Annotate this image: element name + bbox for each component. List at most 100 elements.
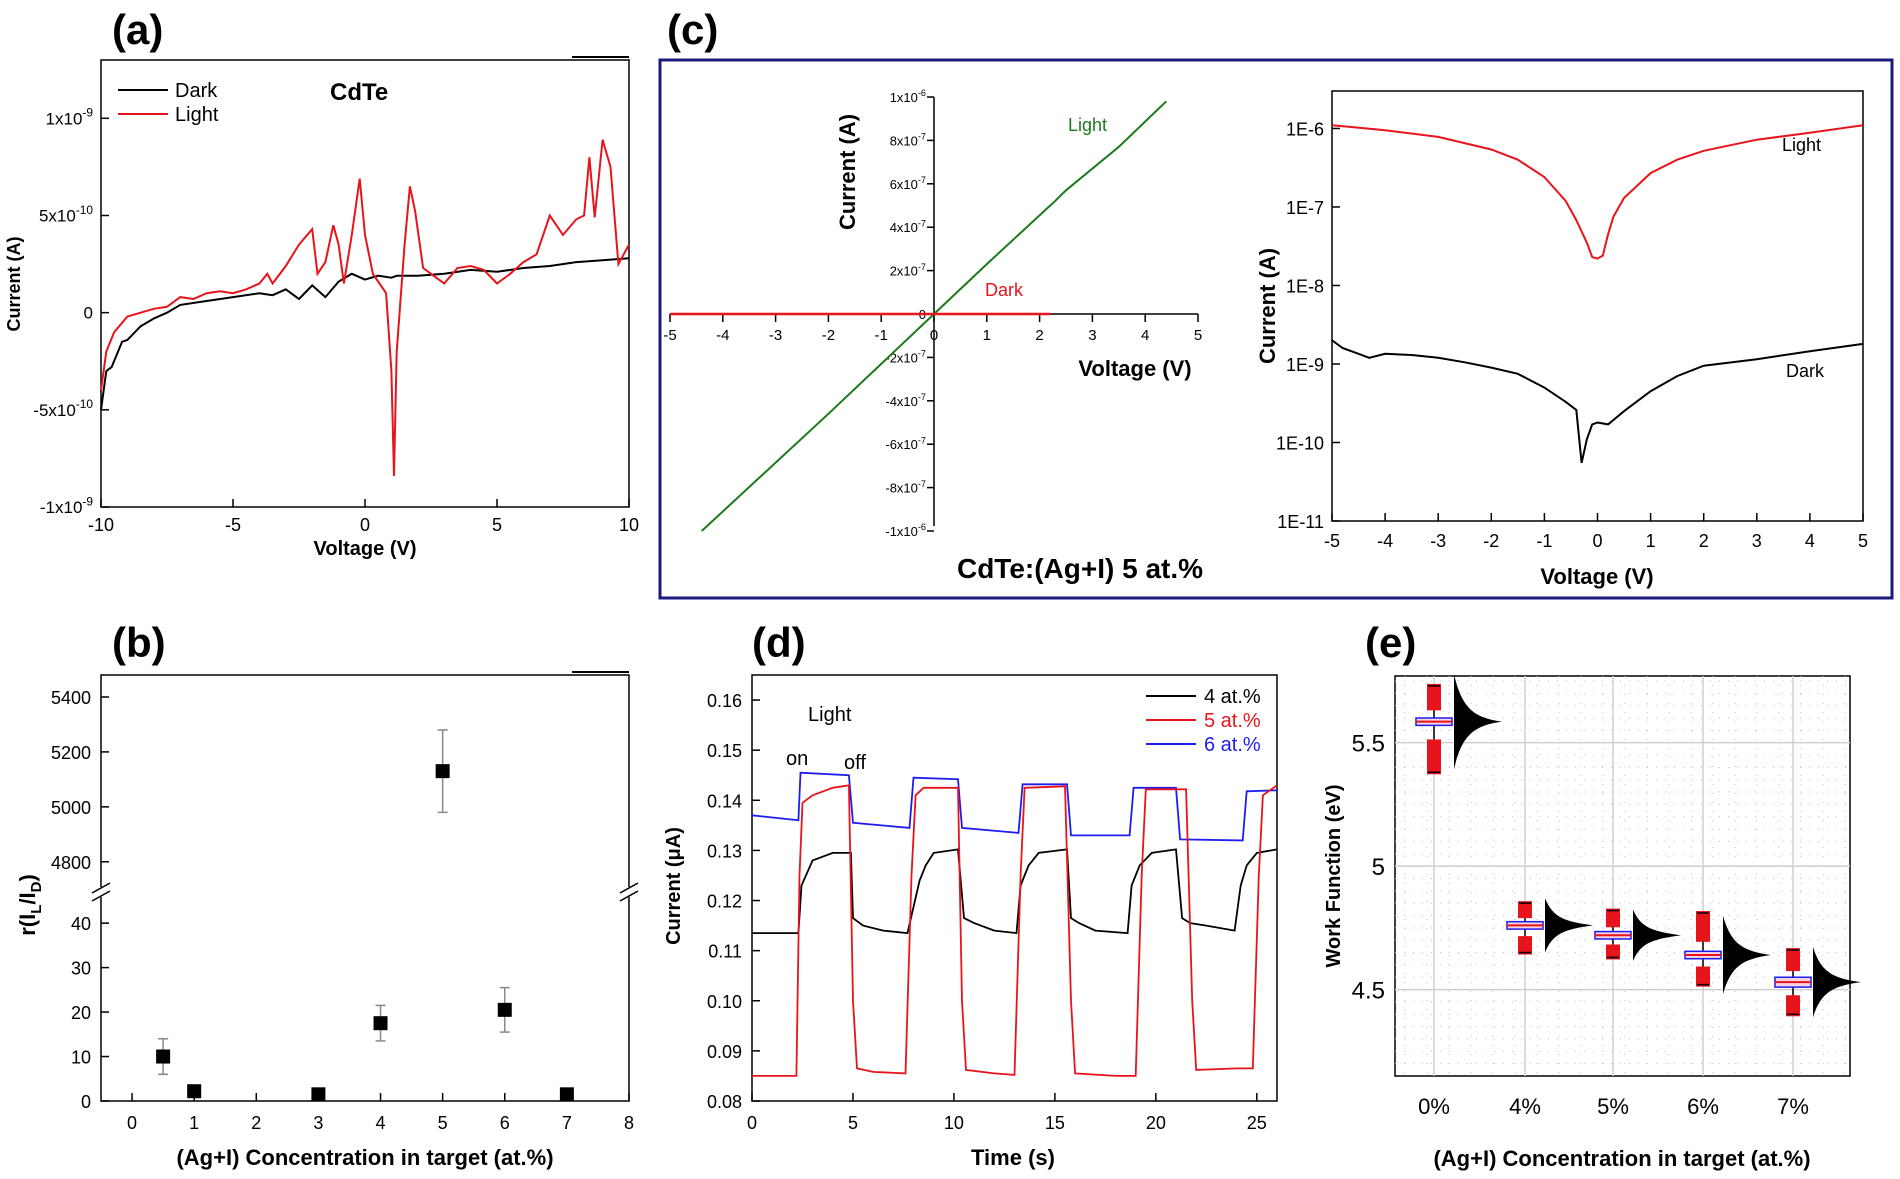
x-tick-label: 6 <box>500 1113 510 1133</box>
x-tick-label: 2 <box>1035 327 1043 344</box>
y-tick-label: -4x10-7 <box>885 392 926 409</box>
x-tick-label: -5 <box>225 515 241 535</box>
y-tick-label: 1E-8 <box>1286 276 1324 296</box>
panel-d-chart: 0 5 10 15 20 25 0.08 0.09 0.10 0.11 0.12 0.13 0.14 0.… <box>663 674 1278 1170</box>
x-tick-label: 6% <box>1687 1094 1719 1119</box>
y-tick-label-exp: -7 <box>918 349 926 359</box>
panel-b-break-mark-left-2 <box>91 890 111 902</box>
panel-e-letter: (e) <box>1365 619 1416 666</box>
box-distribution <box>1633 909 1681 962</box>
box-distribution <box>1545 898 1593 953</box>
y-tick-label: 1E-7 <box>1286 198 1324 218</box>
y-tick-label: 0.15 <box>707 741 742 761</box>
y-tick-label: 4.5 <box>1352 978 1385 1005</box>
box-outliers-top <box>1606 908 1620 928</box>
y-tick-label-exp: -7 <box>918 262 926 272</box>
panel-c-log-plot-frame <box>1331 90 1864 522</box>
panel-b-ylabel: r(IL/ID) <box>15 874 45 936</box>
y-tick-label: 30 <box>71 959 91 979</box>
panel-c-lin-xlabel: Voltage (V) <box>1078 356 1191 381</box>
y-tick-label-base: 8x10 <box>890 133 918 148</box>
y-tick-label-base: -1x10 <box>40 498 83 517</box>
box-outliers-top <box>1518 901 1532 919</box>
y-tick-label: -5x10-10 <box>33 397 93 420</box>
x-tick-label: 5 <box>848 1113 858 1133</box>
panel-b-xlabel: (Ag+I) Concentration in target (at.%) <box>176 1145 553 1170</box>
y-tick-label: 1E-10 <box>1276 433 1324 453</box>
box-outliers-bottom <box>1518 936 1532 955</box>
x-tick-label: 3 <box>1088 327 1096 344</box>
y-tick-label: 5000 <box>51 798 91 818</box>
y-tick-label: 0 <box>81 1092 91 1112</box>
panel-c-caption: CdTe:(Ag+I) 5 at.% <box>957 553 1203 584</box>
panel-a-title: CdTe <box>330 79 388 106</box>
x-tick-label: 15 <box>1045 1113 1065 1133</box>
y-tick-label: 6x10-7 <box>890 175 926 192</box>
y-tick-label-exp: -9 <box>82 106 93 120</box>
legend-5pct-label: 5 at.% <box>1204 710 1261 732</box>
x-tick-label: 0% <box>1418 1094 1450 1119</box>
y-tick-label: 2x10-7 <box>890 262 926 279</box>
y-tick-label: -8x10-7 <box>885 479 926 496</box>
y-tick-label-exp: -7 <box>918 175 926 185</box>
series-5pct-line <box>752 784 1278 1077</box>
y-tick-label-base: 1x10 <box>890 90 918 105</box>
legend-dark-label: Dark <box>175 80 218 102</box>
x-tick-label: 5 <box>1194 327 1202 344</box>
x-tick-label: 5 <box>1858 531 1868 551</box>
box-outliers-bottom <box>1786 995 1800 1017</box>
data-point <box>373 1016 388 1031</box>
panel-d-ylabel: Current (μA) <box>663 827 685 945</box>
panel-b-ylabel-sub1: L <box>28 905 45 914</box>
y-tick-label: 1x10-9 <box>46 106 94 129</box>
panel-d-legend: 4 at.% 5 at.% 6 at.% <box>1146 686 1261 756</box>
y-tick-label-exp: -10 <box>76 203 94 217</box>
y-tick-label-base: -1x10 <box>885 524 918 539</box>
panel-d-annot-on: on <box>786 748 808 770</box>
y-tick-label: 0.13 <box>707 841 742 861</box>
data-point <box>311 1087 326 1102</box>
y-tick-label-base: 2x10 <box>890 264 918 279</box>
panel-c-log-chart: -5 -4 -3 -2 -1 0 1 2 3 4 5 1E-6 1E-7 1E-8 1E-9 1E-10 1E-… <box>1255 90 1868 589</box>
x-tick-label: -4 <box>1377 531 1393 551</box>
y-tick-label: 0.09 <box>707 1042 742 1062</box>
panel-c-linear-chart: -5 -4 -3 -2 -1 0 1 2 3 4 51x10-68x10-76x10-74x10-7… <box>663 88 1203 584</box>
x-tick-label: 1 <box>983 327 991 344</box>
x-tick-label: 3 <box>1752 531 1762 551</box>
y-tick-label: 10 <box>71 1048 91 1068</box>
panel-b-chart: (Ag+I) Concentration in target (at.%) r(… <box>15 671 640 1170</box>
y-tick-label: 0.14 <box>707 791 742 811</box>
y-tick-label: 0 <box>84 304 93 323</box>
panel-b-ylabel-end: ) <box>15 874 40 881</box>
panel-a-chart: CdTe Voltage (V) Current (A) -10 -5 0 5 10 -1… <box>4 56 639 560</box>
panel-b-ylabel-mid: /I <box>15 892 40 904</box>
panel-a-legend: Dark Light <box>118 80 219 126</box>
y-tick-label: 1x10-6 <box>890 88 926 105</box>
log-series-dark-line <box>1331 339 1864 464</box>
box-outliers-top <box>1786 948 1800 972</box>
x-tick-label: 7 <box>562 1113 572 1133</box>
y-tick-label-base: -5x10 <box>33 401 76 420</box>
data-point <box>559 1087 574 1102</box>
y-tick-label-exp: -7 <box>918 218 926 228</box>
legend-6pct-label: 6 at.% <box>1204 734 1261 756</box>
y-tick-label: -1x10-9 <box>40 494 93 517</box>
x-tick-label: 5% <box>1597 1094 1629 1119</box>
y-tick-label: 5200 <box>51 743 91 763</box>
panel-b-break-gap <box>90 887 640 897</box>
y-tick-label-exp: -7 <box>918 132 926 142</box>
y-tick-label-base: 0 <box>84 304 93 323</box>
y-tick-label-base: 5x10 <box>39 206 76 225</box>
y-tick-label-exp: -6 <box>918 522 926 532</box>
x-tick-label: -3 <box>769 327 782 344</box>
y-tick-label: 4800 <box>51 853 91 873</box>
series-4pct-line <box>752 848 1278 935</box>
y-tick-label-exp: -6 <box>918 88 926 98</box>
panel-a-plot-frame <box>100 59 630 508</box>
y-tick-label-base: -8x10 <box>885 481 918 496</box>
y-tick-label-base: 4x10 <box>890 220 918 235</box>
panel-b-break-mark-right-2 <box>619 890 639 902</box>
x-tick-label: 20 <box>1146 1113 1166 1133</box>
x-tick-label: 4 <box>376 1113 386 1133</box>
